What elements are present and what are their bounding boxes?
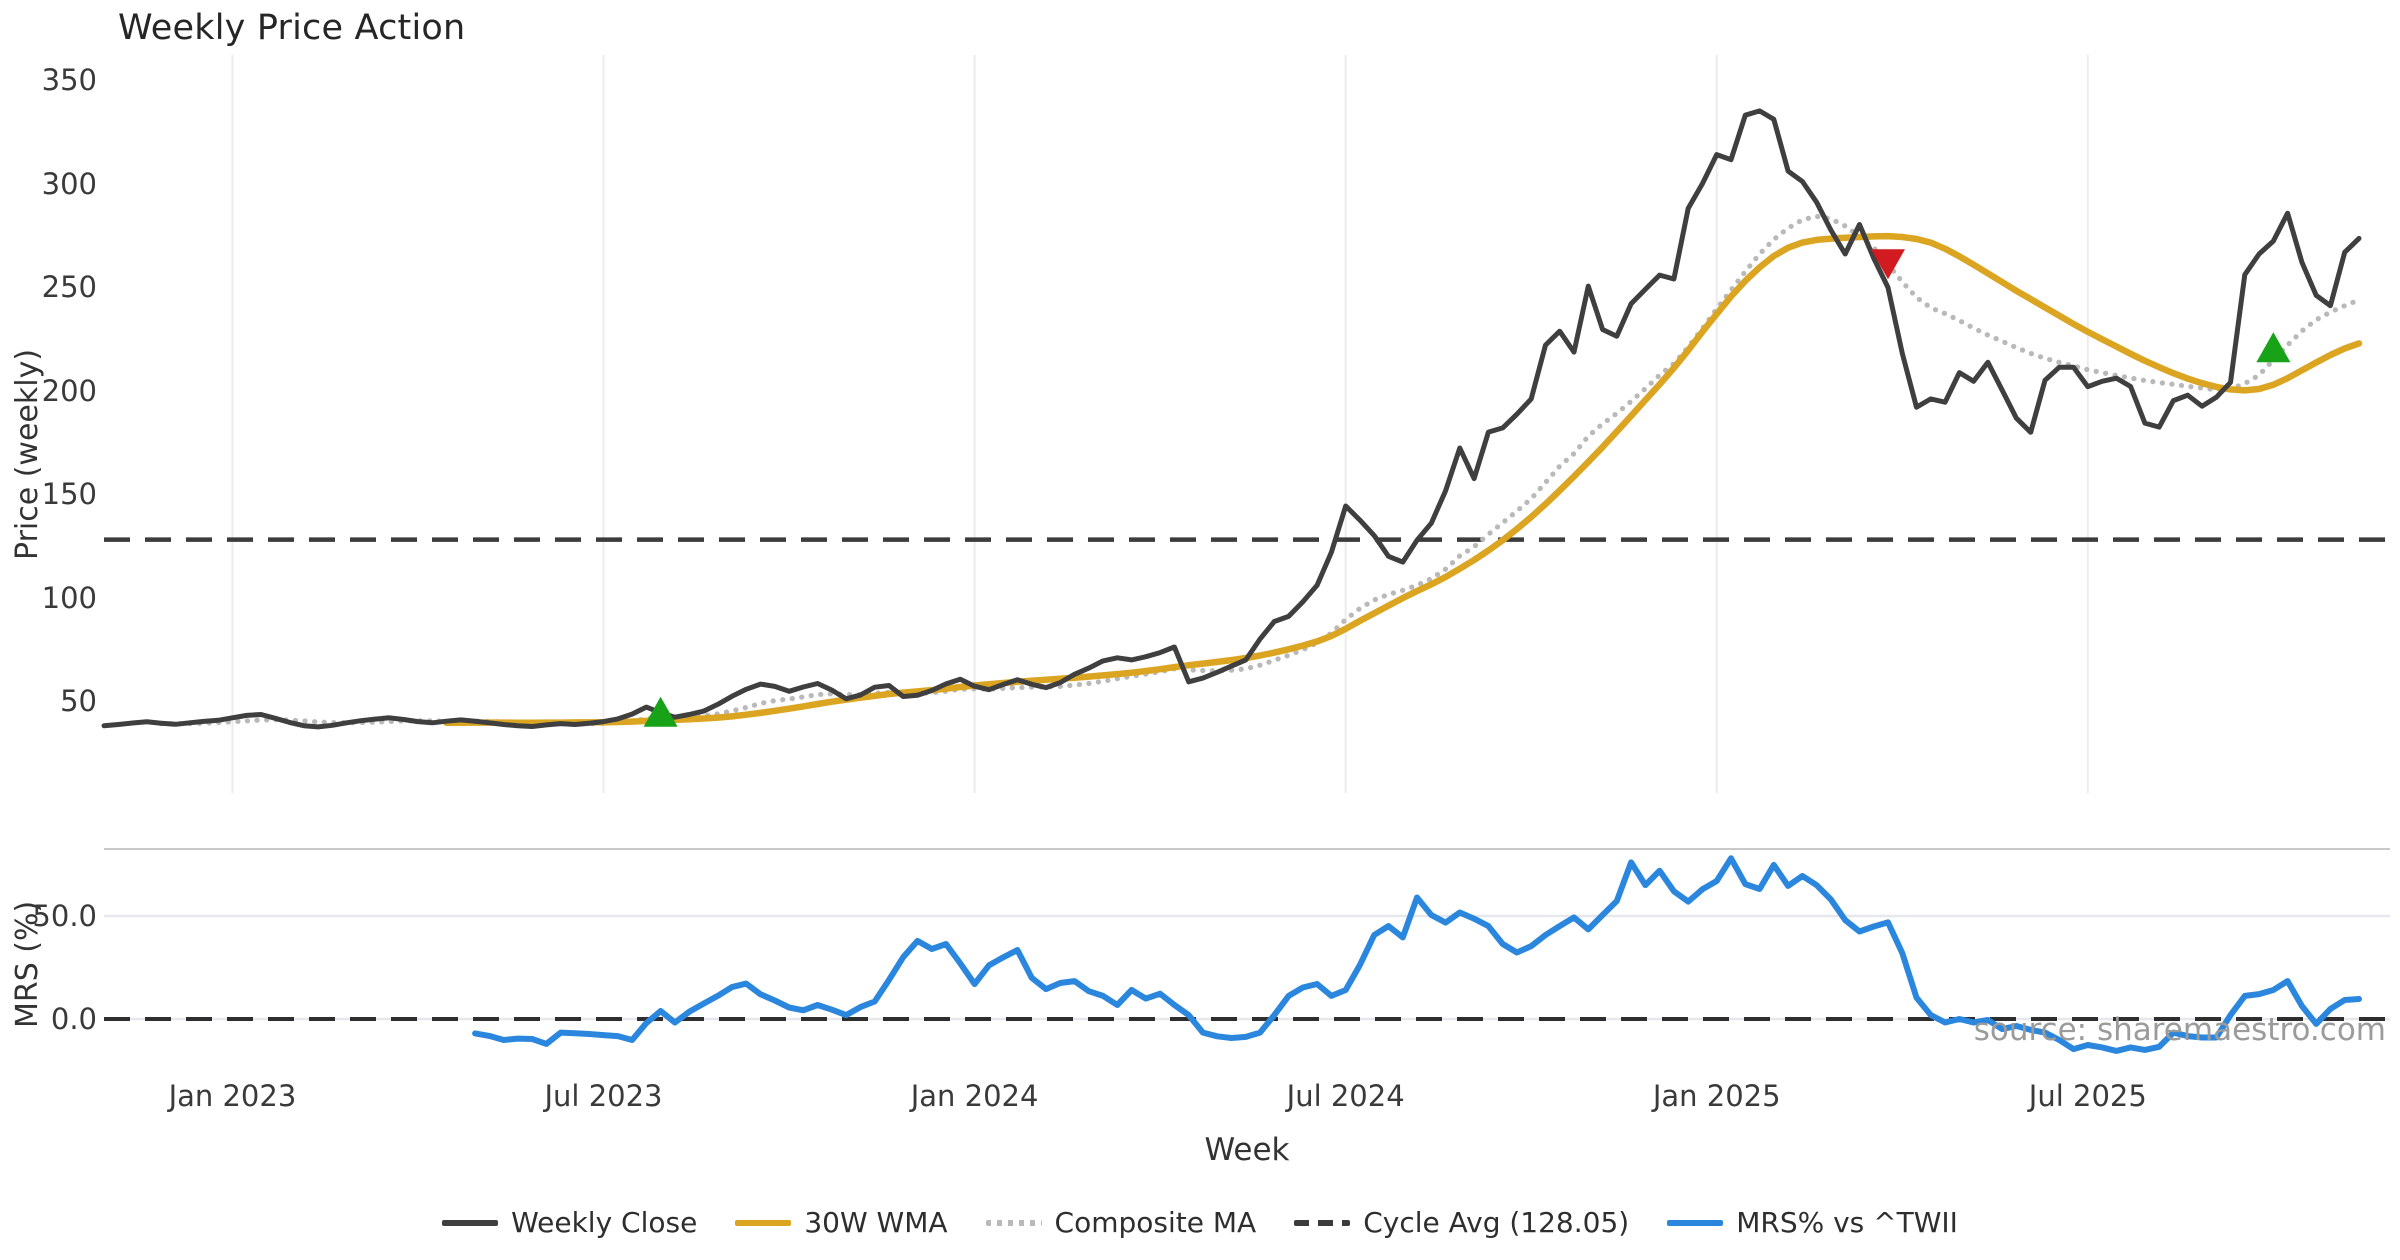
xtick-jan-2025: Jan 2025 [1652, 1079, 1781, 1113]
mrs-line [472, 855, 2362, 1054]
legend-swatch [442, 1219, 499, 1226]
price-ytick-250: 250 [41, 270, 97, 305]
chart-legend: Weekly Close 30W WMA Composite MA Cycle Avg… [0, 1206, 2400, 1239]
buy-signal-marker [643, 696, 678, 727]
xtick-jan-2023: Jan 2023 [168, 1079, 297, 1113]
xtick-jul-2023: Jul 2023 [544, 1079, 663, 1113]
price-ytick-50: 50 [60, 684, 97, 719]
legend-swatch [735, 1219, 792, 1226]
xtick-jul-2025: Jul 2025 [2028, 1079, 2147, 1113]
legend-item-mrs-vs-twii: MRS% vs ^TWII [1667, 1206, 1958, 1239]
price-ytick-200: 200 [41, 373, 97, 408]
legend-label: 30W WMA [804, 1206, 948, 1239]
sell-signal-marker [1871, 249, 1905, 280]
wma-30w-line [443, 232, 2363, 727]
composite-ma-line [158, 213, 2362, 727]
legend-swatch [1294, 1219, 1351, 1226]
mrs-ytick-0.0: 0.0 [50, 1002, 97, 1036]
legend-label: Weekly Close [511, 1206, 698, 1239]
buy-signal-marker [2256, 332, 2291, 363]
legend-item-composite-ma: Composite MA [985, 1206, 1257, 1239]
legend-label: MRS% vs ^TWII [1736, 1206, 1958, 1239]
weekly-close-line [101, 108, 2362, 730]
xtick-jul-2024: Jul 2024 [1286, 1079, 1405, 1113]
x-axis-label: Week [1204, 1132, 1290, 1168]
legend-item-weekly-close: Weekly Close [442, 1206, 697, 1239]
legend-label: Composite MA [1054, 1206, 1257, 1239]
legend-swatch [1667, 1219, 1724, 1226]
xtick-jan-2024: Jan 2024 [910, 1079, 1039, 1113]
legend-item-cycle-avg-128-05-: Cycle Avg (128.05) [1294, 1206, 1629, 1239]
price-ytick-100: 100 [41, 580, 97, 615]
price-ytick-150: 150 [41, 477, 97, 512]
price-ytick-350: 350 [41, 63, 97, 97]
legend-swatch [985, 1219, 1042, 1226]
price-ytick-300: 300 [41, 166, 97, 201]
mrs-ytick-50.0: 50.0 [32, 899, 97, 933]
chart-title: Weekly Price Action [118, 8, 466, 48]
legend-label: Cycle Avg (128.05) [1363, 1206, 1630, 1239]
legend-item-30w-wma: 30W WMA [735, 1206, 948, 1239]
source-watermark: source: sharemaestro.com [1973, 1012, 2386, 1048]
